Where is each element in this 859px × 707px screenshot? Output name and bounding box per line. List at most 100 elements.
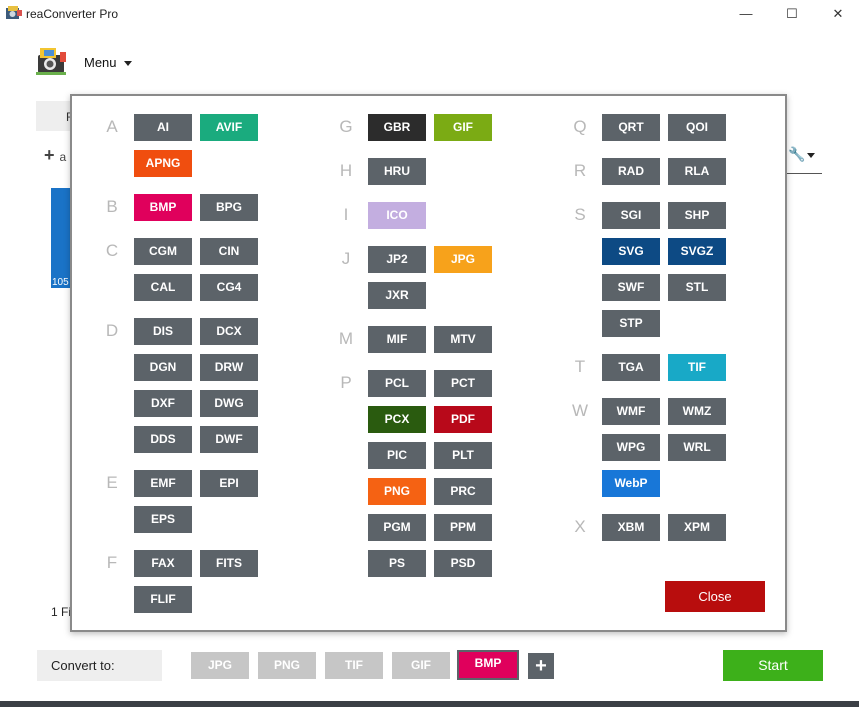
menu-chevron-down-icon[interactable] xyxy=(124,61,132,66)
letter-heading-h: H xyxy=(339,161,353,180)
add-files-plus-icon[interactable]: + a xyxy=(44,145,67,165)
file-thumbnail[interactable] xyxy=(51,188,73,288)
letter-heading-g: G xyxy=(339,117,353,136)
format-button-prc[interactable]: PRC xyxy=(434,478,492,505)
letter-heading-w: W xyxy=(571,401,589,420)
format-button-ico[interactable]: ICO xyxy=(368,202,426,229)
format-button-webp[interactable]: WebP xyxy=(602,470,660,497)
format-button-tif[interactable]: TIF xyxy=(668,354,726,381)
maximize-button[interactable]: ☐ xyxy=(786,6,798,21)
title-bar: reaConverter Pro — ☐ ✕ xyxy=(0,0,859,28)
format-button-emf[interactable]: EMF xyxy=(134,470,192,497)
format-button-shp[interactable]: SHP xyxy=(668,202,726,229)
file-thumbnail-caption: 105 xyxy=(52,277,69,288)
format-button-gif[interactable]: GIF xyxy=(434,114,492,141)
format-button-dwf[interactable]: DWF xyxy=(200,426,258,453)
format-button-pdf[interactable]: PDF xyxy=(434,406,492,433)
letter-heading-x: X xyxy=(574,517,586,536)
letter-heading-r: R xyxy=(573,161,587,180)
format-button-bmp[interactable]: BMP xyxy=(134,194,192,221)
background-tab[interactable]: F xyxy=(36,101,76,131)
quick-format-bmp[interactable]: BMP xyxy=(457,650,519,680)
format-button-ppm[interactable]: PPM xyxy=(434,514,492,541)
format-button-jxr[interactable]: JXR xyxy=(368,282,426,309)
format-button-dwg[interactable]: DWG xyxy=(200,390,258,417)
format-button-cin[interactable]: CIN xyxy=(200,238,258,265)
quick-format-jpg[interactable]: JPG xyxy=(191,652,249,679)
format-button-mif[interactable]: MIF xyxy=(368,326,426,353)
minimize-button[interactable]: — xyxy=(739,6,753,21)
format-button-pcx[interactable]: PCX xyxy=(368,406,426,433)
format-button-rla[interactable]: RLA xyxy=(668,158,726,185)
format-button-epi[interactable]: EPI xyxy=(200,470,258,497)
wrench-icon[interactable]: 🔧 xyxy=(788,146,806,162)
format-button-sgi[interactable]: SGI xyxy=(602,202,660,229)
format-button-stl[interactable]: STL xyxy=(668,274,726,301)
format-button-fax[interactable]: FAX xyxy=(134,550,192,577)
format-button-wmz[interactable]: WMZ xyxy=(668,398,726,425)
format-button-eps[interactable]: EPS xyxy=(134,506,192,533)
format-button-fits[interactable]: FITS xyxy=(200,550,258,577)
dialog-close-button[interactable]: Close xyxy=(665,581,765,612)
format-button-bpg[interactable]: BPG xyxy=(200,194,258,221)
format-button-cal[interactable]: CAL xyxy=(134,274,192,301)
format-button-qoi[interactable]: QOI xyxy=(668,114,726,141)
format-button-xbm[interactable]: XBM xyxy=(602,514,660,541)
format-button-pic[interactable]: PIC xyxy=(368,442,426,469)
letter-heading-p: P xyxy=(340,373,352,392)
letter-heading-a: A xyxy=(106,117,118,136)
format-button-wrl[interactable]: WRL xyxy=(668,434,726,461)
file-count-status: 1 Fi xyxy=(51,605,72,619)
format-button-swf[interactable]: SWF xyxy=(602,274,660,301)
format-button-svgz[interactable]: SVGZ xyxy=(668,238,726,265)
close-window-button[interactable]: ✕ xyxy=(832,6,844,21)
letter-heading-b: B xyxy=(106,197,118,216)
format-button-hru[interactable]: HRU xyxy=(368,158,426,185)
format-button-gbr[interactable]: GBR xyxy=(368,114,426,141)
quick-format-tif[interactable]: TIF xyxy=(325,652,383,679)
format-button-jp2[interactable]: JP2 xyxy=(368,246,426,273)
format-button-wmf[interactable]: WMF xyxy=(602,398,660,425)
taskbar-strip xyxy=(0,701,859,707)
format-button-avif[interactable]: AVIF xyxy=(200,114,258,141)
format-button-pcl[interactable]: PCL xyxy=(368,370,426,397)
add-format-button[interactable]: + xyxy=(528,653,554,679)
quick-format-png[interactable]: PNG xyxy=(258,652,316,679)
format-button-stp[interactable]: STP xyxy=(602,310,660,337)
wrench-chevron-down-icon[interactable] xyxy=(807,153,815,158)
background-tab-label: F xyxy=(66,110,73,124)
format-button-png[interactable]: PNG xyxy=(368,478,426,505)
format-button-pgm[interactable]: PGM xyxy=(368,514,426,541)
format-button-tga[interactable]: TGA xyxy=(602,354,660,381)
app-icon xyxy=(6,6,22,19)
format-button-dds[interactable]: DDS xyxy=(134,426,192,453)
quick-format-gif[interactable]: GIF xyxy=(392,652,450,679)
format-button-plt[interactable]: PLT xyxy=(434,442,492,469)
format-button-mtv[interactable]: MTV xyxy=(434,326,492,353)
letter-heading-e: E xyxy=(106,473,118,492)
format-button-dgn[interactable]: DGN xyxy=(134,354,192,381)
format-button-cg4[interactable]: CG4 xyxy=(200,274,258,301)
start-button[interactable]: Start xyxy=(723,650,823,681)
format-button-ai[interactable]: AI xyxy=(134,114,192,141)
format-button-rad[interactable]: RAD xyxy=(602,158,660,185)
format-button-svg[interactable]: SVG xyxy=(602,238,660,265)
format-button-jpg[interactable]: JPG xyxy=(434,246,492,273)
letter-heading-c: C xyxy=(105,241,119,260)
format-button-xpm[interactable]: XPM xyxy=(668,514,726,541)
menu-button[interactable]: Menu xyxy=(84,55,117,70)
format-button-psd[interactable]: PSD xyxy=(434,550,492,577)
format-button-pct[interactable]: PCT xyxy=(434,370,492,397)
format-button-ps[interactable]: PS xyxy=(368,550,426,577)
format-button-cgm[interactable]: CGM xyxy=(134,238,192,265)
format-button-dis[interactable]: DIS xyxy=(134,318,192,345)
letter-heading-m: M xyxy=(338,329,354,348)
format-button-wpg[interactable]: WPG xyxy=(602,434,660,461)
format-button-dcx[interactable]: DCX xyxy=(200,318,258,345)
format-button-apng[interactable]: APNG xyxy=(134,150,192,177)
format-button-qrt[interactable]: QRT xyxy=(602,114,660,141)
format-button-flif[interactable]: FLIF xyxy=(134,586,192,613)
format-button-dxf[interactable]: DXF xyxy=(134,390,192,417)
format-button-drw[interactable]: DRW xyxy=(200,354,258,381)
letter-heading-j: J xyxy=(341,249,351,268)
